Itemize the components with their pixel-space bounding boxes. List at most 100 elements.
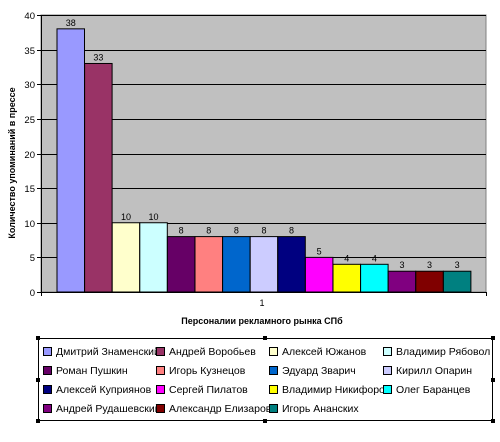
legend-swatch — [156, 347, 165, 356]
legend-label: Игорь Кузнецов — [169, 364, 246, 377]
selection-handle[interactable] — [263, 419, 267, 423]
y-axis-title: Количество упоминаний в прессе — [7, 87, 17, 238]
data-label: 4 — [344, 253, 349, 263]
selection-handle[interactable] — [36, 378, 40, 382]
selection-handle[interactable] — [36, 419, 40, 423]
legend-entry: Алексей Южанов — [269, 342, 383, 361]
legend-swatch — [383, 385, 392, 394]
legend-label: Алексей Южанов — [282, 345, 367, 358]
data-label: 3 — [455, 260, 460, 270]
legend-entry: Дмитрий Знаменский — [43, 342, 160, 361]
x-tick-label: 1 — [259, 298, 264, 308]
data-label: 10 — [149, 212, 159, 222]
bar — [277, 236, 306, 293]
bar — [360, 263, 389, 293]
legend-label: Игорь Ананских — [282, 402, 359, 415]
legend-entry: Андрей Рудашевский — [43, 399, 161, 418]
data-label: 8 — [234, 226, 239, 236]
legend-label: Александр Елизаров — [169, 402, 272, 415]
legend-label: Роман Пушкин — [56, 364, 128, 377]
data-label: 4 — [372, 253, 377, 263]
legend-label: Владимир Рябовол — [396, 345, 491, 358]
selection-handle[interactable] — [491, 419, 495, 423]
data-label: 8 — [206, 226, 211, 236]
y-tick-label: 25 — [24, 115, 35, 126]
legend-entry: Андрей Воробьев — [156, 342, 269, 361]
y-tick-label: 0 — [30, 288, 35, 299]
legend-swatch — [43, 366, 52, 375]
legend-swatch — [43, 347, 52, 356]
data-label: 8 — [179, 226, 184, 236]
legend-label: Дмитрий Знаменский — [56, 345, 160, 358]
legend-swatch — [383, 347, 392, 356]
bar — [332, 263, 361, 293]
y-tick-label: 40 — [24, 11, 35, 22]
data-label: 10 — [121, 212, 131, 222]
y-tick-label: 10 — [24, 219, 35, 230]
y-tick-label: 20 — [24, 150, 35, 161]
legend-entry: Кирилл Опарин — [383, 361, 493, 380]
legend-label: Эдуард Зварич — [282, 364, 356, 377]
legend-label: Владимир Никифоров — [282, 383, 391, 396]
y-tick-label: 15 — [24, 184, 35, 195]
data-label: 3 — [399, 260, 404, 270]
legend-label: Олег Баранцев — [396, 383, 471, 396]
legend-entry: Олег Баранцев — [383, 380, 493, 399]
legend-swatch — [156, 404, 165, 413]
bar — [194, 236, 223, 293]
y-tick-label: 35 — [24, 46, 35, 57]
bar — [166, 236, 196, 293]
legend-entry: Игорь Кузнецов — [156, 361, 269, 380]
data-label: 8 — [261, 226, 266, 236]
y-tick-label: 30 — [24, 80, 35, 91]
selection-handle[interactable] — [491, 378, 495, 382]
legend-grid: Дмитрий Знаменский Андрей Воробьев Алексей… — [43, 342, 490, 418]
legend-swatch — [269, 366, 278, 375]
legend-entry: Владимир Никифоров — [269, 380, 390, 399]
bar — [387, 270, 417, 293]
legend-entry: Игорь Ананских — [269, 399, 383, 418]
selection-handle[interactable] — [263, 336, 267, 340]
legend-entry: Роман Пушкин — [43, 361, 156, 380]
legend-entry: Владимир Рябовол — [383, 342, 493, 361]
bar — [249, 236, 279, 293]
bars — [56, 28, 472, 293]
legend-swatch — [383, 366, 392, 375]
bar — [415, 270, 444, 293]
selection-handle[interactable] — [36, 336, 40, 340]
bar — [111, 222, 141, 293]
legend-entry: Алексей Куприянов — [43, 380, 156, 399]
selection-handle[interactable] — [491, 336, 495, 340]
bar — [304, 256, 334, 293]
legend-label: Андрей Воробьев — [169, 345, 256, 358]
legend-label: Андрей Рудашевский — [56, 402, 161, 415]
data-label: 38 — [66, 18, 76, 28]
legend-label: Кирилл Опарин — [396, 364, 473, 377]
legend-entry: Александр Елизаров — [156, 399, 272, 418]
data-label: 8 — [289, 226, 294, 236]
legend-swatch — [43, 385, 52, 394]
legend-swatch — [156, 385, 165, 394]
legend-entry: Сергей Пилатов — [156, 380, 269, 399]
data-label: 3 — [427, 260, 432, 270]
legend-swatch — [269, 347, 278, 356]
bar — [139, 222, 168, 293]
legend-label: Сергей Пилатов — [169, 383, 248, 396]
legend: Дмитрий Знаменский Андрей Воробьев Алексей… — [38, 338, 493, 421]
legend-label: Алексей Куприянов — [56, 383, 152, 396]
x-axis-title: Персоналии рекламного рынка СПб — [181, 316, 343, 326]
bar — [84, 62, 113, 293]
y-tick-label: 5 — [30, 253, 35, 264]
legend-swatch — [269, 385, 278, 394]
legend-entry: Эдуард Зварич — [269, 361, 383, 380]
data-label: 5 — [317, 246, 322, 256]
data-label: 33 — [93, 52, 103, 62]
bar — [56, 28, 85, 293]
bar — [442, 270, 472, 293]
legend-swatch — [269, 404, 278, 413]
legend-swatch — [156, 366, 165, 375]
bar — [222, 236, 251, 293]
